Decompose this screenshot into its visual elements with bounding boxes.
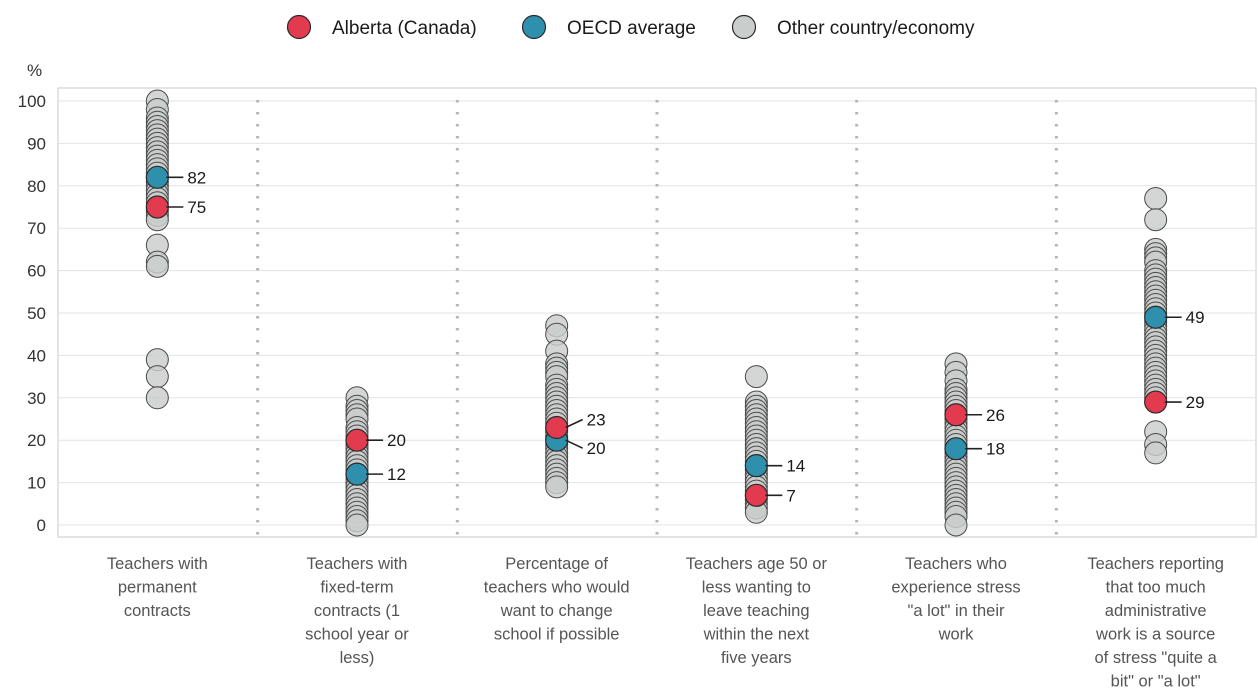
- category-label-line: Teachers who: [905, 555, 1007, 573]
- point-alberta: [545, 415, 569, 440]
- value-label: 49: [1186, 308, 1205, 327]
- category-label-line: school year or: [305, 626, 409, 644]
- category-label: Teachers with fixed-term contracts (1 schoo…: [305, 555, 409, 667]
- category-label-line: less): [340, 649, 375, 667]
- category-label-line: bit" or "a lot": [1111, 673, 1201, 691]
- value-label: 26: [986, 406, 1005, 425]
- y-axis-label: %: [27, 61, 42, 80]
- value-leader-line: [565, 439, 584, 449]
- category-label-line: work is a source: [1095, 626, 1215, 644]
- category-label-line: administrative: [1105, 602, 1207, 620]
- value-label: 75: [187, 198, 206, 217]
- category-label-line: experience stress: [891, 579, 1020, 597]
- category-group: 12 20: [345, 386, 406, 537]
- value-label: 82: [187, 168, 206, 187]
- legend-marker: [731, 14, 757, 40]
- category-group: 82 75: [145, 89, 206, 410]
- point-other: [1144, 441, 1168, 465]
- point-other: [944, 513, 968, 537]
- y-tick-label: 70: [27, 219, 46, 238]
- category-label-line: Teachers with: [107, 555, 208, 573]
- category-label-line: Teachers age 50 or: [686, 555, 828, 573]
- category-label-line: contracts (1: [314, 602, 400, 620]
- category-label-line: teachers who would: [484, 579, 630, 597]
- category-label-line: within the next: [703, 626, 810, 644]
- point-alberta: [1144, 390, 1168, 414]
- point-oecd: [345, 462, 369, 486]
- point-other: [145, 254, 169, 278]
- value-label: 23: [587, 410, 606, 429]
- point-other: [744, 365, 768, 389]
- y-tick-label: 60: [27, 262, 46, 281]
- point-alberta: [944, 403, 968, 427]
- legend-label: OECD average: [567, 18, 696, 39]
- category-label-line: want to change: [500, 602, 613, 620]
- category-label-line: leave teaching: [703, 602, 809, 620]
- value-label: 12: [387, 465, 406, 484]
- y-tick-label: 50: [27, 304, 46, 323]
- point-other: [1144, 208, 1168, 232]
- y-tick-label: 30: [27, 389, 46, 408]
- category-label-line: Teachers reporting: [1087, 555, 1224, 573]
- category-label: Percentage of teachers who would want to c…: [484, 555, 630, 644]
- point-oecd: [944, 437, 968, 461]
- point-other: [1144, 187, 1168, 211]
- y-tick-label: 0: [37, 516, 46, 535]
- legend-label: Alberta (Canada): [332, 18, 477, 39]
- point-alberta: [345, 428, 369, 452]
- category-label-line: Teachers with: [307, 555, 408, 573]
- category-label-line: less wanting to: [702, 579, 811, 597]
- category-label: Teachers who experience stress "a lot" in …: [891, 555, 1020, 644]
- category-label-line: fixed-term: [320, 579, 393, 597]
- category-group: 49 29: [1144, 187, 1205, 465]
- point-other: [345, 513, 369, 537]
- value-label: 7: [786, 486, 795, 505]
- category-label-line: permanent: [118, 579, 197, 597]
- legend-label: Other country/economy: [777, 18, 975, 39]
- point-alberta: [145, 195, 169, 219]
- category-label-line: that too much: [1106, 579, 1206, 597]
- point-oecd: [145, 165, 169, 189]
- point-other: [545, 475, 569, 499]
- category-label: Teachers reporting that too much administr…: [1087, 555, 1224, 691]
- category-label-line: of stress "quite a: [1094, 649, 1217, 667]
- legend-item-oecd: OECD average: [521, 14, 696, 40]
- value-label: 18: [986, 440, 1005, 459]
- category-label: Teachers age 50 or less wanting to leave t…: [686, 555, 828, 667]
- y-tick-label: 80: [27, 177, 46, 196]
- value-leader-line: [565, 418, 584, 429]
- legend-item-other: Other country/economy: [731, 14, 975, 40]
- category-label-line: Percentage of: [505, 555, 608, 573]
- value-label: 20: [587, 439, 606, 458]
- category-label-line: five years: [721, 649, 792, 667]
- category-label-line: "a lot" in their: [907, 602, 1005, 620]
- y-tick-label: 20: [27, 431, 46, 450]
- value-label: 20: [387, 431, 406, 450]
- value-label: 29: [1186, 393, 1205, 412]
- category-label-line: contracts: [124, 602, 191, 620]
- category-label-line: school if possible: [494, 626, 620, 644]
- y-tick-label: 100: [18, 92, 46, 111]
- category-label-line: work: [938, 626, 975, 644]
- y-tick-label: 90: [27, 134, 46, 153]
- legend-marker: [521, 14, 547, 40]
- point-other: [145, 365, 169, 389]
- value-label: 14: [786, 457, 805, 476]
- point-alberta: [744, 483, 768, 507]
- category-group: 14 7: [744, 365, 805, 524]
- y-tick-label: 40: [27, 346, 46, 365]
- legend-marker: [286, 14, 312, 40]
- point-other: [145, 386, 169, 410]
- point-oecd: [744, 454, 768, 478]
- legend: Alberta (Canada) OECD average Other countr…: [286, 14, 975, 40]
- category-label: Teachers with permanent contracts: [107, 555, 208, 620]
- plot-area: 0 10 20 30 40 50 60 70 80 90 100 82 75 Teachers with p…: [18, 87, 1257, 691]
- point-oecd: [1144, 305, 1168, 329]
- y-tick-label: 10: [27, 474, 46, 493]
- legend-item-alberta: Alberta (Canada): [286, 14, 477, 40]
